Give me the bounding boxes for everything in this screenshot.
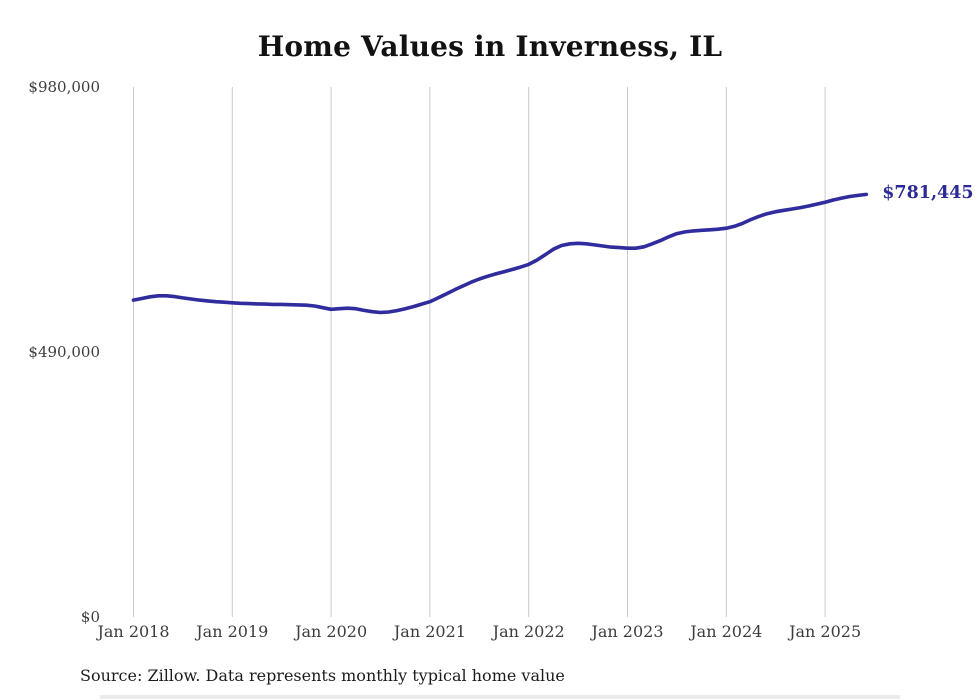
x-axis-tick-label: Jan 2022: [492, 622, 565, 641]
y-axis-tick-label: $490,000: [28, 343, 100, 361]
y-axis-tick-label: $980,000: [28, 78, 100, 96]
x-axis-tick-label: Jan 2021: [393, 622, 466, 641]
bottom-strip: [100, 695, 900, 699]
chart-title: Home Values in Inverness, IL: [257, 30, 723, 63]
chart-canvas: [131, 87, 869, 617]
y-axis-tick-label: $0: [80, 608, 100, 626]
x-axis-tick-label: Jan 2025: [789, 622, 862, 641]
x-axis-tick-label: Jan 2018: [97, 622, 170, 641]
x-axis-tick-label: Jan 2024: [690, 622, 763, 641]
end-value-label: $781,445: [882, 183, 974, 204]
home-value-line: [131, 192, 869, 315]
x-axis-tick-label: Jan 2019: [196, 622, 269, 641]
x-axis-tick-label: Jan 2023: [591, 622, 664, 641]
source-note: Source: Zillow. Data represents monthly …: [80, 666, 565, 685]
x-axis-tick-label: Jan 2020: [295, 622, 368, 641]
